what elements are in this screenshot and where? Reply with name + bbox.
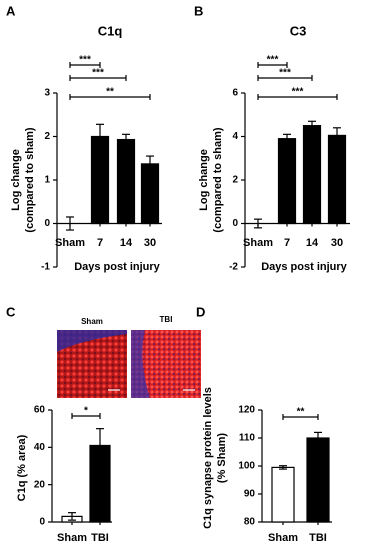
bar — [116, 138, 136, 225]
y-tick-label: 6 — [232, 88, 238, 99]
error-bar — [314, 431, 322, 445]
y-tick-label: 110 — [239, 433, 256, 444]
x-tick-label: TBI — [91, 532, 109, 544]
y-tick-label: 100 — [238, 461, 255, 472]
y-axis-label: (compared to sham) — [212, 127, 224, 232]
x-tick-label: 7 — [284, 237, 290, 249]
panel-letter: B — [194, 3, 203, 18]
panel-letter: C — [6, 304, 16, 319]
error-bar — [279, 465, 287, 470]
x-tick-label: 30 — [144, 237, 156, 249]
y-tick-label: 1 — [44, 175, 50, 186]
panel-letter: D — [196, 304, 205, 319]
y-tick-label: 40 — [34, 442, 46, 453]
error-bar — [308, 120, 316, 131]
x-tick-label: Sham — [57, 532, 87, 544]
y-axis-label: C1q (% area) — [16, 434, 28, 501]
error-bar — [333, 127, 341, 144]
x-axis-label: Days post injury — [261, 261, 347, 273]
panel-letter: A — [6, 3, 16, 18]
y-axis-label: (% Sham) — [216, 433, 228, 483]
x-tick-label: 14 — [306, 237, 319, 249]
error-bar — [122, 133, 130, 146]
y-tick-label: -1 — [41, 262, 50, 273]
bar — [140, 163, 160, 225]
y-tick-label: 0 — [44, 218, 50, 229]
y-axis-label: Log change — [198, 149, 210, 211]
y-tick-label: -2 — [229, 262, 238, 273]
micrograph-label: Sham — [81, 317, 103, 326]
micrograph-label: TBI — [160, 315, 173, 324]
y-tick-label: 60 — [34, 405, 46, 416]
x-tick-label: 30 — [331, 237, 343, 249]
y-tick-label: 2 — [44, 131, 50, 142]
significance-label: *** — [292, 87, 304, 98]
significance-label: *** — [92, 68, 104, 79]
bar — [302, 125, 322, 225]
micrograph-band — [57, 330, 127, 352]
x-tick-label: TBI — [309, 532, 327, 544]
bar — [306, 437, 330, 523]
y-tick-label: 2 — [232, 175, 238, 186]
significance-label: *** — [79, 55, 91, 66]
micrograph-band — [131, 330, 150, 398]
chart-title: C1q — [98, 23, 123, 38]
error-bar — [96, 123, 104, 150]
bar — [90, 135, 110, 225]
x-tick-label: 14 — [120, 237, 133, 249]
error-bar — [68, 512, 76, 521]
error-bar — [96, 428, 104, 463]
y-tick-label: 3 — [44, 88, 50, 99]
error-bar — [283, 133, 291, 144]
y-axis-label: C1q synapse protein levels — [202, 387, 214, 529]
significance-label: *** — [267, 55, 279, 66]
error-bar — [146, 155, 154, 173]
y-tick-label: 0 — [232, 218, 238, 229]
significance-label: *** — [279, 68, 291, 79]
bar — [271, 466, 295, 523]
chart-title: C3 — [290, 23, 307, 38]
x-axis-label: Days post injury — [74, 261, 160, 273]
significance-label: ** — [297, 407, 305, 418]
y-tick-label: 0 — [39, 517, 45, 528]
y-tick-label: 120 — [238, 405, 255, 416]
y-axis-label: Log change — [10, 149, 22, 211]
micrographs: Sham TBI — [57, 315, 201, 398]
y-tick-label: 20 — [34, 479, 46, 490]
bar — [327, 134, 347, 225]
bar — [277, 138, 297, 225]
y-axis-label: (compared to sham) — [24, 127, 36, 232]
significance-label: * — [84, 406, 88, 417]
x-tick-label: Sham — [55, 237, 85, 249]
x-tick-label: Sham — [268, 532, 298, 544]
y-tick-label: 4 — [232, 131, 238, 142]
y-tick-label: 90 — [244, 489, 256, 500]
y-tick-label: 80 — [244, 517, 256, 528]
x-tick-label: Sham — [243, 237, 273, 249]
x-tick-label: 7 — [97, 237, 103, 249]
significance-label: ** — [106, 87, 114, 98]
